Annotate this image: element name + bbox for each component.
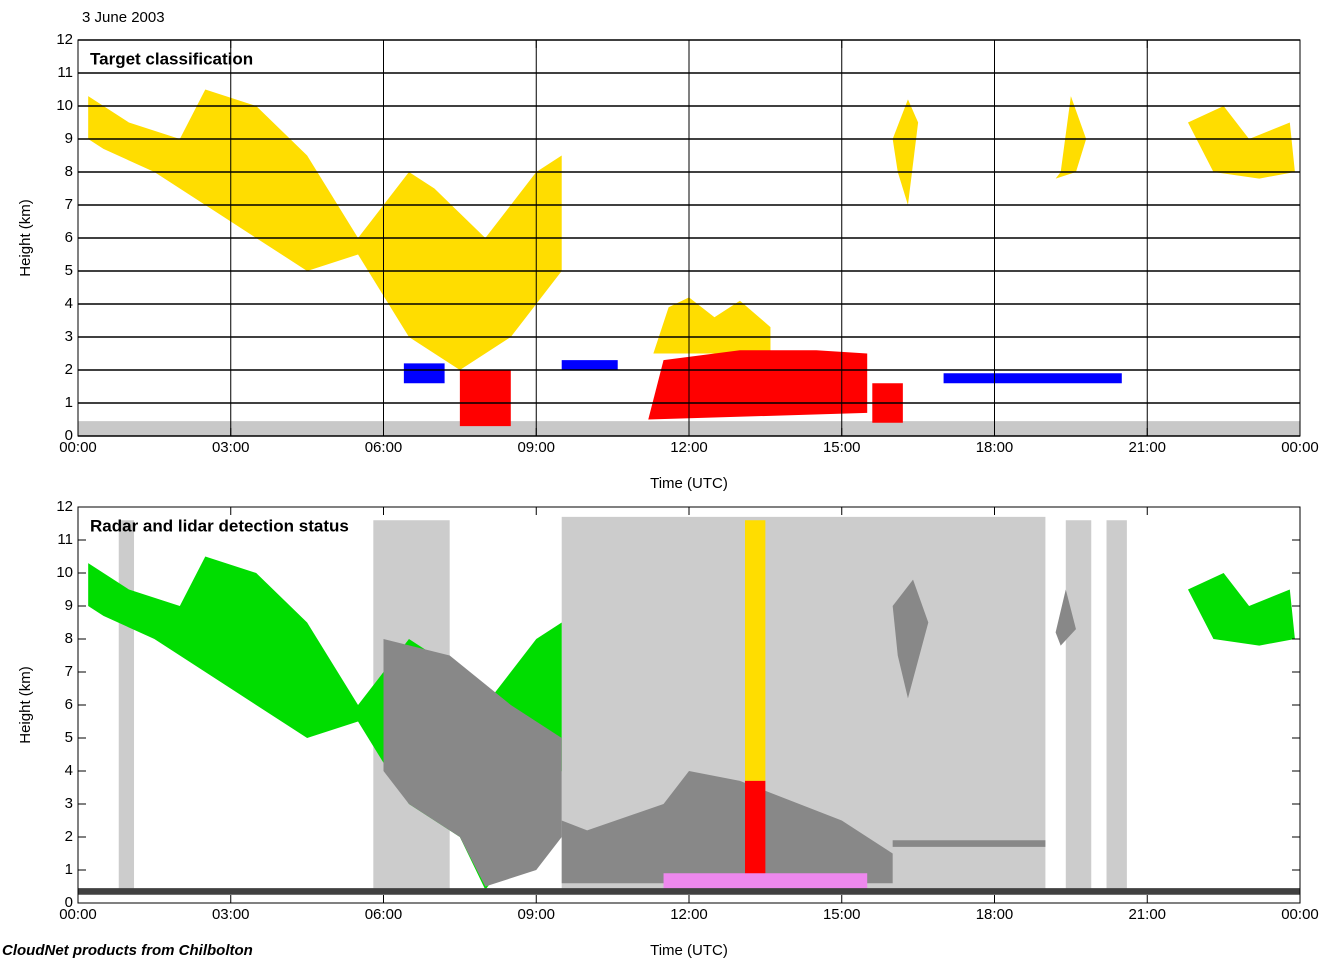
region — [459, 370, 511, 427]
x-tick-label: 06:00 — [365, 906, 403, 923]
region — [561, 360, 618, 370]
y-tick-label: 5 — [65, 262, 73, 279]
y-tick-label: 2 — [65, 828, 73, 845]
y-tick-label: 3 — [65, 328, 73, 345]
region — [118, 520, 135, 890]
region — [561, 771, 893, 884]
y-tick-label: 8 — [65, 163, 73, 180]
region — [1055, 589, 1076, 646]
x-tick-label: 00:00 — [1281, 439, 1319, 456]
x-tick-label: 15:00 — [823, 906, 861, 923]
y-tick-label: 1 — [65, 861, 73, 878]
y-tick-label: 9 — [65, 597, 73, 614]
y-tick-label: 6 — [65, 696, 73, 713]
y-tick-label: 1 — [65, 394, 73, 411]
region — [1065, 520, 1092, 890]
y-tick-label: 4 — [65, 295, 73, 312]
y-tick-label: 4 — [65, 762, 73, 779]
region — [943, 373, 1122, 384]
x-tick-label: 12:00 — [670, 906, 708, 923]
region — [88, 89, 562, 370]
x-tick-label: 15:00 — [823, 439, 861, 456]
x-tick-label: 00:00 — [59, 906, 97, 923]
y-axis-label: Height (km) — [17, 199, 34, 277]
x-tick-label: 18:00 — [976, 439, 1014, 456]
y-axis-label: Height (km) — [17, 666, 34, 744]
x-tick-label: 00:00 — [1281, 906, 1319, 923]
x-tick-label: 00:00 — [59, 439, 97, 456]
region — [663, 873, 868, 890]
plot-frame — [77, 506, 1301, 904]
chart-title: Radar and lidar detection status — [90, 516, 349, 535]
plot-frame — [77, 39, 1301, 437]
region — [1055, 96, 1087, 179]
region — [78, 888, 1300, 895]
x-tick-label: 18:00 — [976, 906, 1014, 923]
x-tick-label: 06:00 — [365, 439, 403, 456]
y-tick-label: 12 — [56, 498, 73, 515]
y-tick-label: 0 — [65, 894, 73, 911]
x-axis-label: Time (UTC) — [650, 475, 728, 492]
y-tick-label: 10 — [56, 564, 73, 581]
y-tick-label: 5 — [65, 729, 73, 746]
y-tick-label: 0 — [65, 427, 73, 444]
x-tick-label: 21:00 — [1128, 906, 1166, 923]
y-tick-label: 6 — [65, 229, 73, 246]
footer: CloudNet products from Chilbolton — [2, 942, 253, 959]
region — [653, 297, 771, 354]
x-tick-label: 09:00 — [517, 906, 555, 923]
region — [1187, 573, 1295, 646]
x-tick-label: 03:00 — [212, 439, 250, 456]
y-tick-label: 2 — [65, 361, 73, 378]
region — [1187, 106, 1295, 179]
x-tick-label: 21:00 — [1128, 439, 1166, 456]
region — [403, 363, 445, 384]
region — [745, 780, 766, 890]
region — [892, 99, 919, 205]
region — [648, 350, 868, 420]
y-tick-label: 7 — [65, 196, 73, 213]
y-tick-label: 12 — [56, 31, 73, 48]
region — [892, 840, 1046, 847]
y-tick-label: 11 — [57, 64, 73, 81]
x-tick-label: 12:00 — [670, 439, 708, 456]
chart-title: Target classification — [90, 49, 253, 68]
region — [1106, 520, 1127, 890]
y-tick-label: 7 — [65, 663, 73, 680]
y-tick-label: 10 — [56, 97, 73, 114]
y-tick-label: 9 — [65, 130, 73, 147]
date: 3 June 2003 — [82, 9, 165, 26]
region — [383, 639, 562, 887]
x-axis-label: Time (UTC) — [650, 942, 728, 959]
y-tick-label: 11 — [57, 531, 73, 548]
x-tick-label: 03:00 — [212, 906, 250, 923]
x-tick-label: 09:00 — [517, 439, 555, 456]
y-tick-label: 8 — [65, 630, 73, 647]
region — [745, 520, 766, 781]
region — [892, 579, 929, 699]
y-tick-label: 3 — [65, 795, 73, 812]
